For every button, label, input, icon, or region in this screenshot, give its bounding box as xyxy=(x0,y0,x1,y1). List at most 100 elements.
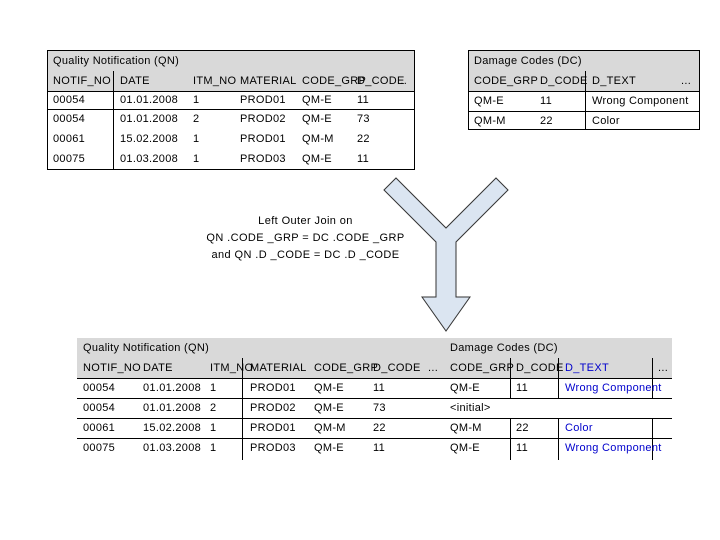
column-divider xyxy=(558,358,559,398)
table-cell: Color xyxy=(592,115,620,127)
table-cell: 1 xyxy=(210,382,217,394)
table-cell: 15.02.2008 xyxy=(120,133,179,145)
column-header-ellipsis: ... xyxy=(397,75,408,87)
column-header: D_TEXT xyxy=(592,75,636,87)
join-line: Left Outer Join on xyxy=(258,215,353,227)
table-cell: QM-E xyxy=(314,402,344,414)
table-cell: 73 xyxy=(357,113,370,125)
table-cell: QM-E xyxy=(302,113,332,125)
column-header: ITM_NO xyxy=(210,362,254,374)
column-header: CODE_GRP xyxy=(474,75,539,87)
table-cell: QM-M xyxy=(302,133,334,145)
table-cell: 01.01.2008 xyxy=(120,94,179,106)
table-cell: Wrong Component xyxy=(565,442,662,454)
table-cell: 22 xyxy=(540,115,553,127)
table-cell: 01.01.2008 xyxy=(120,113,179,125)
table-cell: 11 xyxy=(373,442,386,454)
table-cell: QM-E xyxy=(314,442,344,454)
table-cell: 11 xyxy=(373,382,386,394)
column-header: D_CODE xyxy=(540,75,588,87)
table-header-band xyxy=(469,51,699,91)
initial-value-cell: <initial> xyxy=(450,402,491,414)
table-cell: PROD01 xyxy=(250,422,296,434)
column-header: CODE_GRP xyxy=(450,362,515,374)
column-header: DATE xyxy=(143,362,173,374)
row-divider xyxy=(77,398,672,399)
table-cell: QM-E xyxy=(450,442,480,454)
column-header: ITM_NO xyxy=(193,75,237,87)
table-cell: PROD01 xyxy=(240,94,286,106)
column-header: DATE xyxy=(120,75,150,87)
row-divider xyxy=(469,111,699,112)
table-cell: 00054 xyxy=(83,402,116,414)
table-cell: 1 xyxy=(193,133,200,145)
column-header: D_TEXT xyxy=(565,362,609,374)
column-header-ellipsis: ... xyxy=(658,362,669,374)
table-title: Quality Notification (QN) xyxy=(53,55,180,67)
column-divider xyxy=(652,418,653,460)
column-header: MATERIAL xyxy=(240,75,297,87)
table-cell: 01.03.2008 xyxy=(143,442,202,454)
table-cell: 00061 xyxy=(53,133,86,145)
column-header: D_CODE xyxy=(373,362,421,374)
column-divider xyxy=(510,358,511,398)
table-cell: QM-E xyxy=(302,153,332,165)
table-cell: 22 xyxy=(373,422,386,434)
table-cell: 1 xyxy=(193,94,200,106)
table-cell: 11 xyxy=(357,153,370,165)
column-header-ellipsis: ... xyxy=(428,362,439,374)
table-cell: 1 xyxy=(193,153,200,165)
table-cell: 00054 xyxy=(53,94,86,106)
table-cell: 73 xyxy=(373,402,386,414)
qn-source-table: Quality Notification (QN) NOTIF_NO DATE … xyxy=(47,50,415,170)
table-cell: 1 xyxy=(210,422,217,434)
table-cell: 00075 xyxy=(53,153,86,165)
table-cell: PROD03 xyxy=(250,442,296,454)
table-cell: 2 xyxy=(210,402,217,414)
table-cell: 11 xyxy=(516,382,529,394)
column-header: MATERIAL xyxy=(250,362,307,374)
row-divider xyxy=(77,418,672,419)
table-cell: Wrong Component xyxy=(592,95,689,107)
column-divider xyxy=(652,358,653,398)
table-cell: QM-M xyxy=(450,422,482,434)
header-divider xyxy=(48,91,414,92)
table-cell: 1 xyxy=(210,442,217,454)
table-cell: QM-M xyxy=(314,422,346,434)
table-header-band xyxy=(48,51,414,91)
table-cell: 22 xyxy=(516,422,529,434)
table-title: Quality Notification (QN) xyxy=(83,342,210,354)
table-cell: 11 xyxy=(540,95,553,107)
column-divider xyxy=(242,358,243,460)
join-description: Left Outer Join on QN .CODE _GRP = DC .C… xyxy=(148,213,463,264)
join-result-table: Quality Notification (QN) Damage Codes (… xyxy=(77,338,672,460)
table-title: Damage Codes (DC) xyxy=(450,342,558,354)
column-divider xyxy=(558,418,559,460)
table-cell: Color xyxy=(565,422,593,434)
column-divider xyxy=(585,71,586,129)
table-cell: 15.02.2008 xyxy=(143,422,202,434)
table-cell: 00054 xyxy=(53,113,86,125)
table-cell: QM-E xyxy=(450,382,480,394)
column-header-ellipsis: ... xyxy=(681,75,692,87)
join-line: QN .CODE _GRP = DC .CODE _GRP xyxy=(206,232,405,244)
row-divider xyxy=(77,438,672,439)
column-header: D_CODE xyxy=(357,75,405,87)
dc-source-table: Damage Codes (DC) CODE_GRP D_CODE D_TEXT… xyxy=(468,50,700,130)
join-line: and QN .D _CODE = DC .D _CODE xyxy=(211,249,400,261)
column-header: CODE_GRP xyxy=(302,75,367,87)
table-cell: 2 xyxy=(193,113,200,125)
table-cell: 22 xyxy=(357,133,370,145)
table-cell: 11 xyxy=(357,94,370,106)
column-divider xyxy=(113,71,114,169)
table-cell: QM-E xyxy=(314,382,344,394)
table-cell: 01.01.2008 xyxy=(143,382,202,394)
table-cell: Wrong Component xyxy=(565,382,662,394)
column-divider xyxy=(510,418,511,460)
table-cell: QM-E xyxy=(474,95,504,107)
table-cell: 00075 xyxy=(83,442,116,454)
table-cell: QM-E xyxy=(302,94,332,106)
table-cell: 11 xyxy=(516,442,529,454)
table-header-band xyxy=(77,338,672,378)
